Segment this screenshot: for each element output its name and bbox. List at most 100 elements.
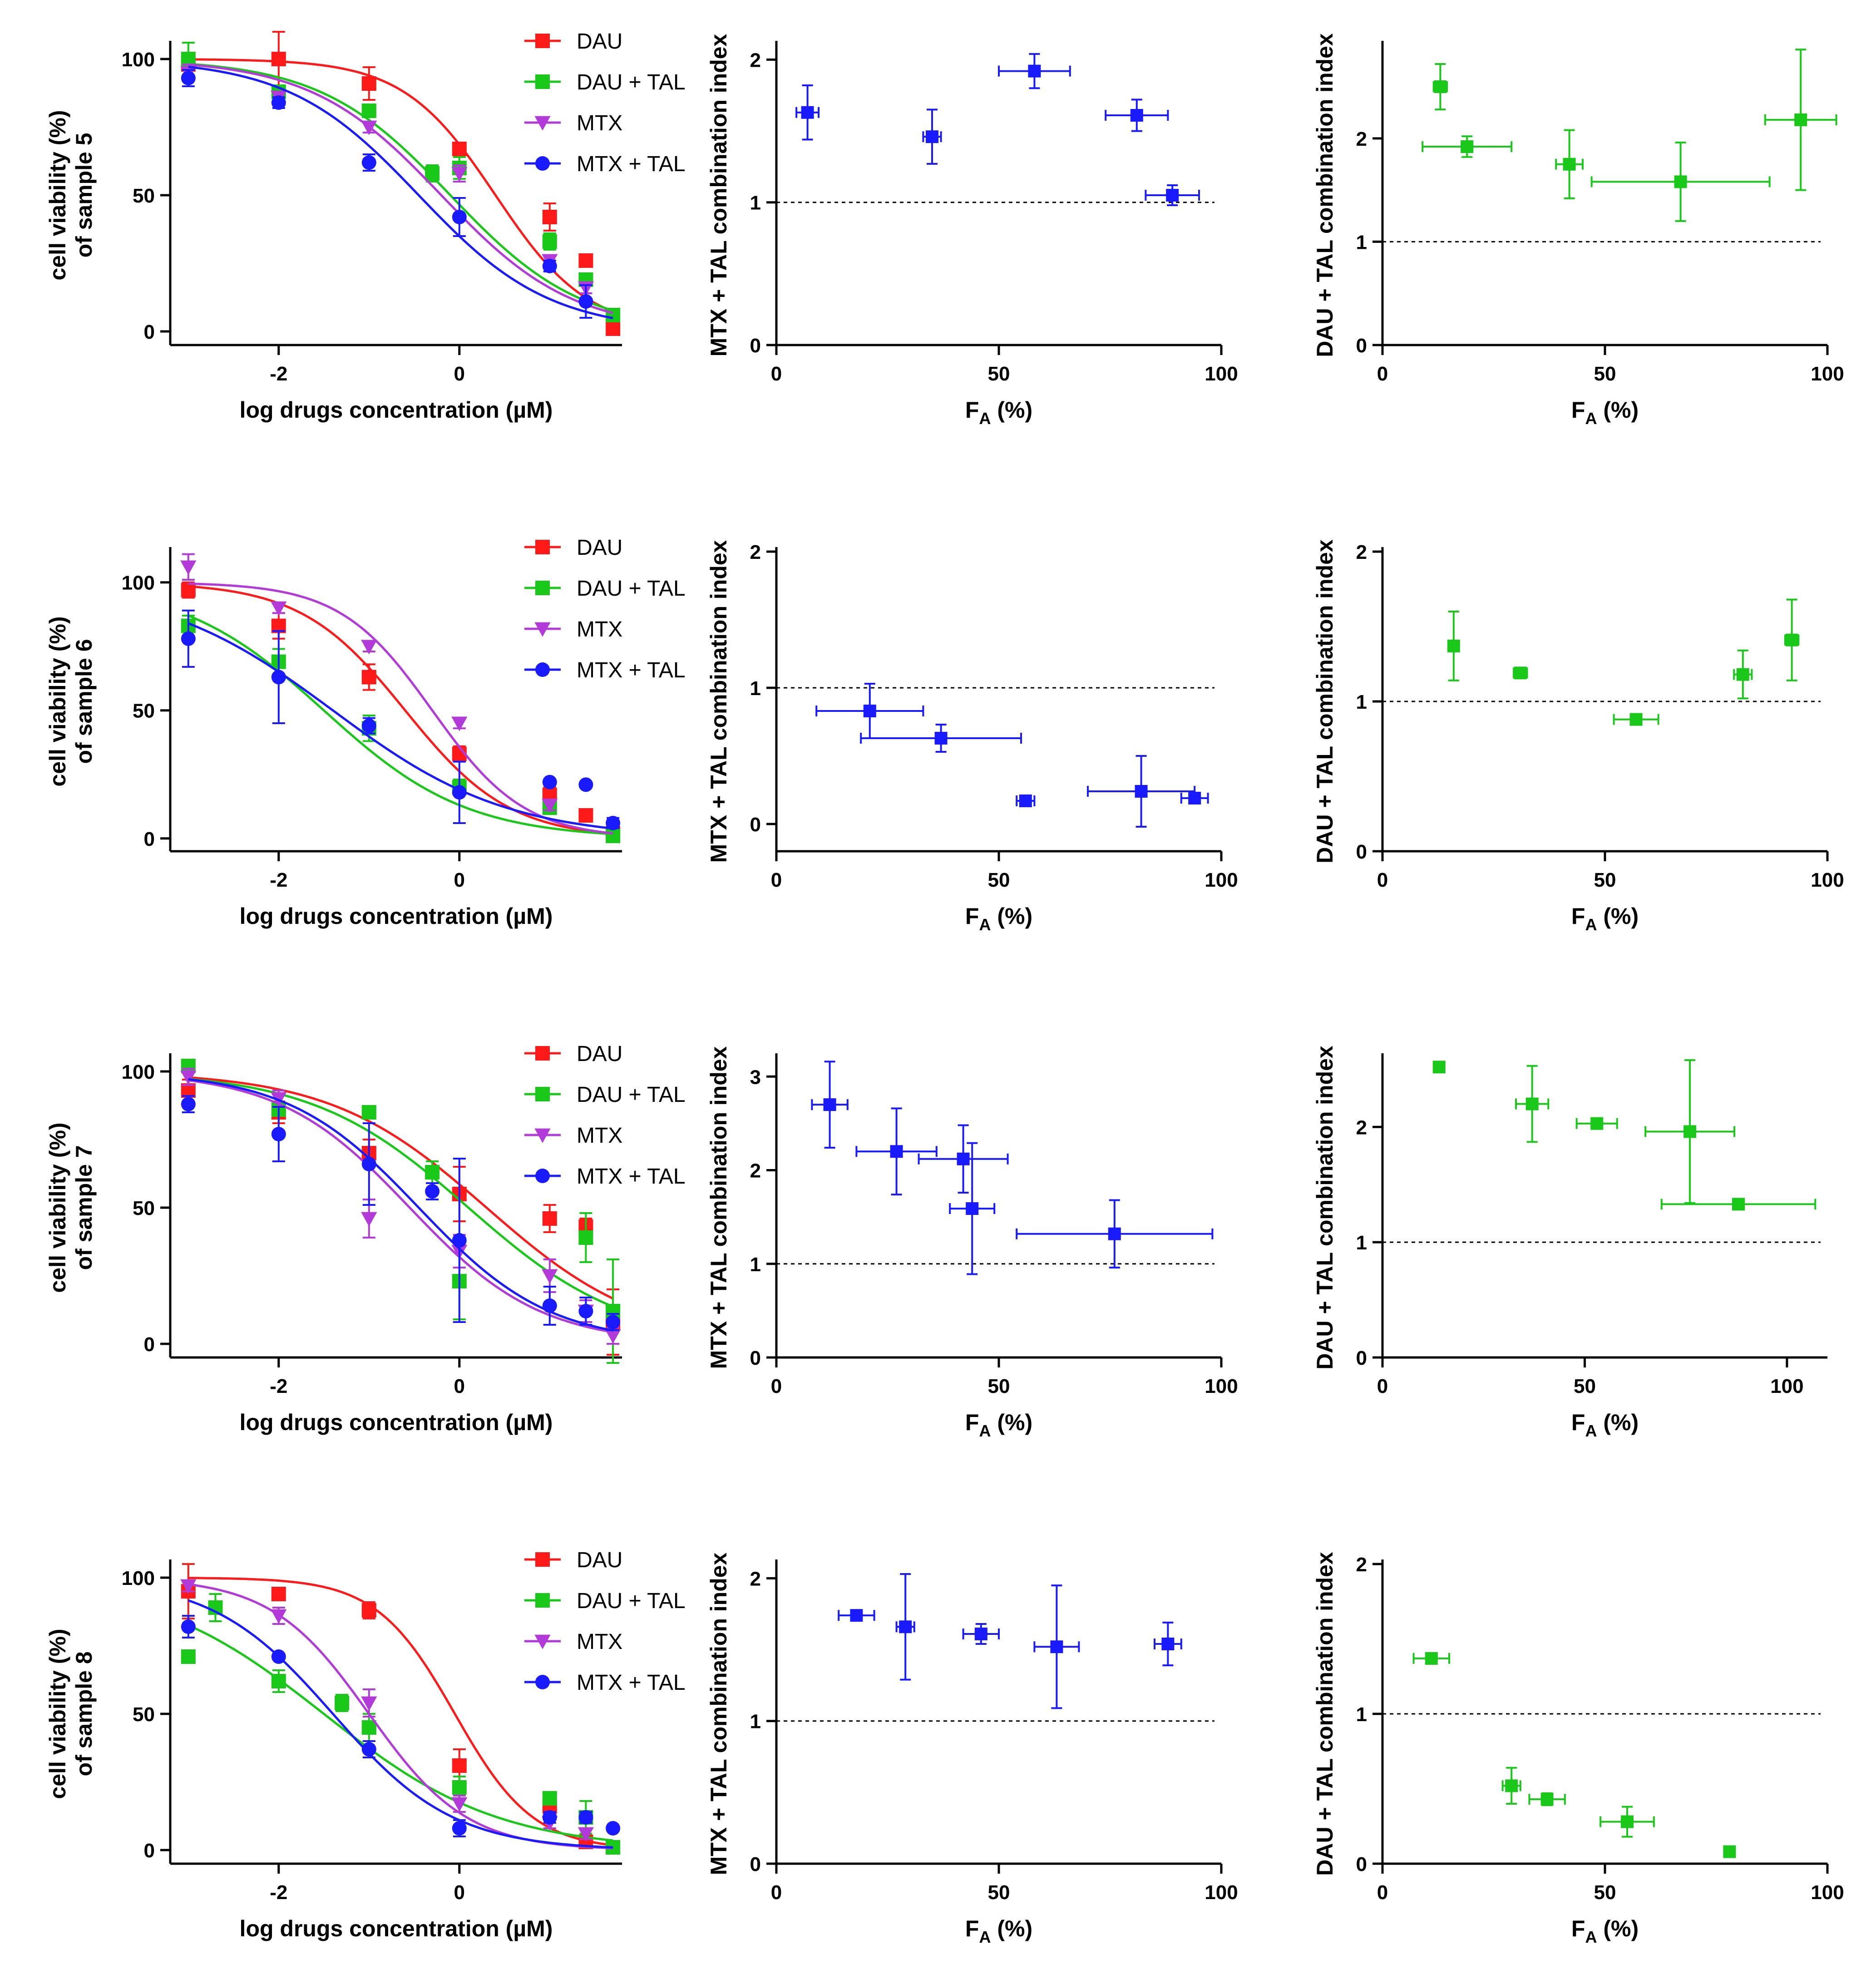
data-point <box>361 1720 376 1735</box>
y-axis-title-line: of sample 6 <box>71 639 97 764</box>
y-tick-label: 0 <box>750 1347 761 1369</box>
y-tick-label: 3 <box>750 1066 761 1088</box>
series-mtx-tal <box>838 1573 1182 1709</box>
data-point <box>606 1821 621 1836</box>
chart-panel-r2c1: 0 50 100 -2 0 log drugs concentration (µM) cel… <box>45 536 686 929</box>
data-point <box>361 1603 376 1618</box>
fit-curve <box>188 65 613 320</box>
legend-marker <box>535 1593 550 1608</box>
y-axis-title-line: of sample 5 <box>71 133 97 257</box>
y-tick-label: 1 <box>1356 1232 1367 1254</box>
x-axis-title: log drugs concentration (µM) <box>240 903 553 929</box>
x-axis-title-sub: A <box>1585 1928 1597 1946</box>
y-tick-label: 50 <box>133 700 155 722</box>
x-tick-label: 100 <box>1770 1375 1803 1397</box>
legend: DAU DAU + TAL MTX MTX + TAL <box>524 1042 686 1189</box>
y-tick-label: 0 <box>750 814 761 836</box>
series-dau-tal <box>1422 49 1837 222</box>
data-point <box>1674 175 1687 188</box>
y-tick-label: 1 <box>750 1253 761 1276</box>
data-point <box>542 234 557 249</box>
data-point <box>180 560 197 575</box>
data-point <box>361 1742 376 1757</box>
x-axis-title-main: F <box>965 903 979 929</box>
data-point <box>361 155 376 170</box>
data-point <box>1432 1061 1446 1074</box>
series-mtx-tal <box>181 1078 621 1332</box>
data-point <box>451 1797 468 1812</box>
x-axis-title-sub: A <box>979 409 991 428</box>
x-tick-label: 50 <box>1594 869 1616 891</box>
x-axis-title-rest: (%) <box>1597 397 1639 423</box>
x-tick-label: 0 <box>1377 363 1388 385</box>
data-point <box>1525 1097 1539 1110</box>
data-point <box>1130 109 1143 122</box>
series-dau-tal <box>181 42 621 322</box>
legend-marker <box>534 1634 551 1649</box>
x-tick-label: 50 <box>988 869 1010 891</box>
chart-panel-r2c3: 0 1 2 0 50 100 FA (%) DAU + TAL combination ind… <box>1312 539 1844 934</box>
data-point <box>542 259 557 273</box>
legend-marker <box>535 1087 550 1101</box>
legend: DAU DAU + TAL MTX MTX + TAL <box>524 1548 686 1695</box>
data-point <box>361 1696 377 1711</box>
data-point <box>271 1587 286 1601</box>
legend-label: DAU <box>577 1042 622 1066</box>
data-point <box>542 210 557 224</box>
data-point <box>578 808 593 823</box>
data-point <box>823 1098 836 1111</box>
fit-curve <box>188 585 613 835</box>
legend-label: DAU + TAL <box>577 1083 686 1107</box>
y-axis-title-line: cell viability (%) <box>45 1122 70 1293</box>
data-point <box>966 1202 979 1215</box>
x-axis-title-main: F <box>965 397 979 423</box>
legend-label: MTX + TAL <box>577 1671 686 1695</box>
legend-label: MTX + TAL <box>577 658 686 682</box>
y-axis-title-line: MTX + TAL combination index <box>706 1046 731 1369</box>
y-tick-label: 100 <box>122 1567 155 1589</box>
data-point <box>606 1315 621 1329</box>
y-tick-label: 0 <box>144 828 155 850</box>
x-tick-label: 0 <box>454 869 465 891</box>
y-tick-label: 50 <box>133 185 155 207</box>
x-axis-title: FA (%) <box>965 397 1032 428</box>
data-point <box>542 1791 557 1806</box>
data-point <box>1629 713 1643 726</box>
y-axis-title: MTX + TAL combination index <box>706 1552 731 1875</box>
x-axis-title: log drugs concentration (µM) <box>240 1916 553 1941</box>
x-tick-label: 0 <box>771 1881 782 1904</box>
series-dau-tal <box>1447 598 1800 726</box>
data-point <box>452 142 467 156</box>
x-tick-label: 50 <box>1594 1881 1616 1904</box>
legend-label: DAU + TAL <box>577 577 686 601</box>
data-point <box>271 52 286 66</box>
y-axis-title-line: MTX + TAL combination index <box>706 1552 731 1875</box>
legend-marker <box>534 116 551 131</box>
x-axis-title: FA (%) <box>965 903 1032 934</box>
data-point <box>1794 113 1807 126</box>
legend-marker <box>535 1046 550 1061</box>
fit-curve <box>188 614 613 835</box>
series-mtx-tal <box>181 609 621 830</box>
data-point <box>452 785 467 800</box>
data-point <box>578 294 593 309</box>
fit-curve <box>188 1076 614 1300</box>
data-point <box>578 777 593 792</box>
x-tick-label: -2 <box>270 363 287 385</box>
data-point <box>180 1070 197 1085</box>
data-point <box>542 1810 557 1825</box>
y-axis-title: cell viability (%) of sample 8 <box>45 1629 97 1799</box>
data-point <box>451 716 468 731</box>
legend-label: DAU <box>577 536 622 560</box>
y-tick-label: 2 <box>750 1568 761 1590</box>
chart-panel-r1c3: 0 1 2 0 50 100 FA (%) DAU + TAL combination ind… <box>1312 33 1844 428</box>
legend-marker <box>535 156 550 171</box>
data-point <box>1461 140 1474 153</box>
y-tick-label: 50 <box>133 1197 155 1219</box>
data-point <box>361 1212 377 1227</box>
x-axis-title-rest: (%) <box>991 1410 1032 1435</box>
x-tick-label: -2 <box>270 869 287 891</box>
series-dau-tal <box>181 614 621 844</box>
x-tick-label: 100 <box>1205 869 1238 891</box>
data-point <box>271 1609 287 1624</box>
